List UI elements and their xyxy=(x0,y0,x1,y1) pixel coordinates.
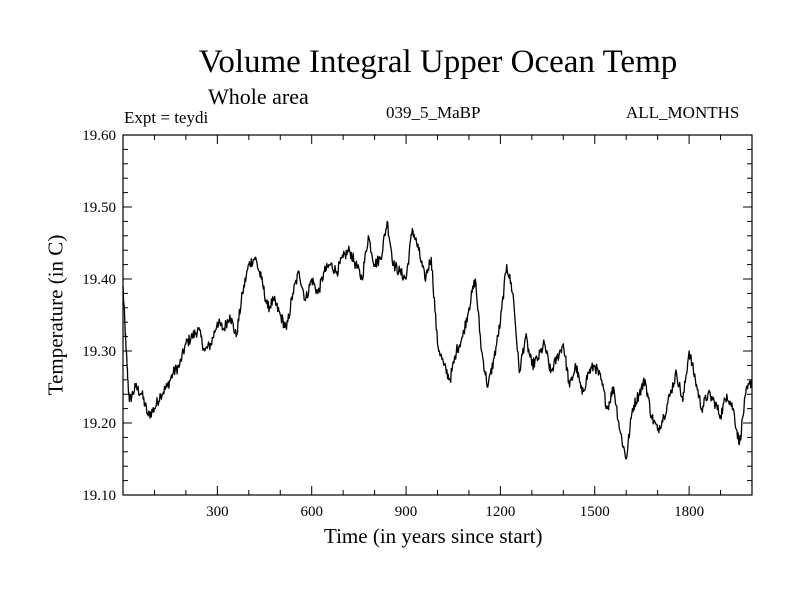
y-tick-label: 19.30 xyxy=(82,344,116,360)
y-tick-label: 19.40 xyxy=(82,272,116,288)
x-axis-label: Time (in years since start) xyxy=(324,524,543,548)
series-line xyxy=(122,220,753,460)
y-tick-label: 19.50 xyxy=(82,200,116,216)
plot-frame xyxy=(122,134,753,496)
months-label: ALL_MONTHS xyxy=(626,103,740,122)
y-tick-label: 19.10 xyxy=(82,488,116,504)
chart-subtitle: Whole area xyxy=(208,84,309,109)
y-tick-label: 19.60 xyxy=(82,128,116,144)
axis-ticks: 300 600 900 1200 1500 1800 19.10 19.20 19.30 19.4… xyxy=(82,128,752,520)
x-tick-label: 600 xyxy=(300,504,323,520)
run-id-label: 039_5_MaBP xyxy=(386,103,481,122)
series-group xyxy=(122,220,753,460)
y-tick-label: 19.20 xyxy=(82,416,116,432)
experiment-label: Expt = teydi xyxy=(124,108,209,127)
x-tick-label: 1500 xyxy=(580,504,610,520)
x-tick-label: 1200 xyxy=(485,504,515,520)
x-tick-label: 1800 xyxy=(674,504,704,520)
x-tick-label: 300 xyxy=(206,504,229,520)
chart-title: Volume Integral Upper Ocean Temp xyxy=(198,44,678,80)
x-tick-label: 900 xyxy=(395,504,418,520)
